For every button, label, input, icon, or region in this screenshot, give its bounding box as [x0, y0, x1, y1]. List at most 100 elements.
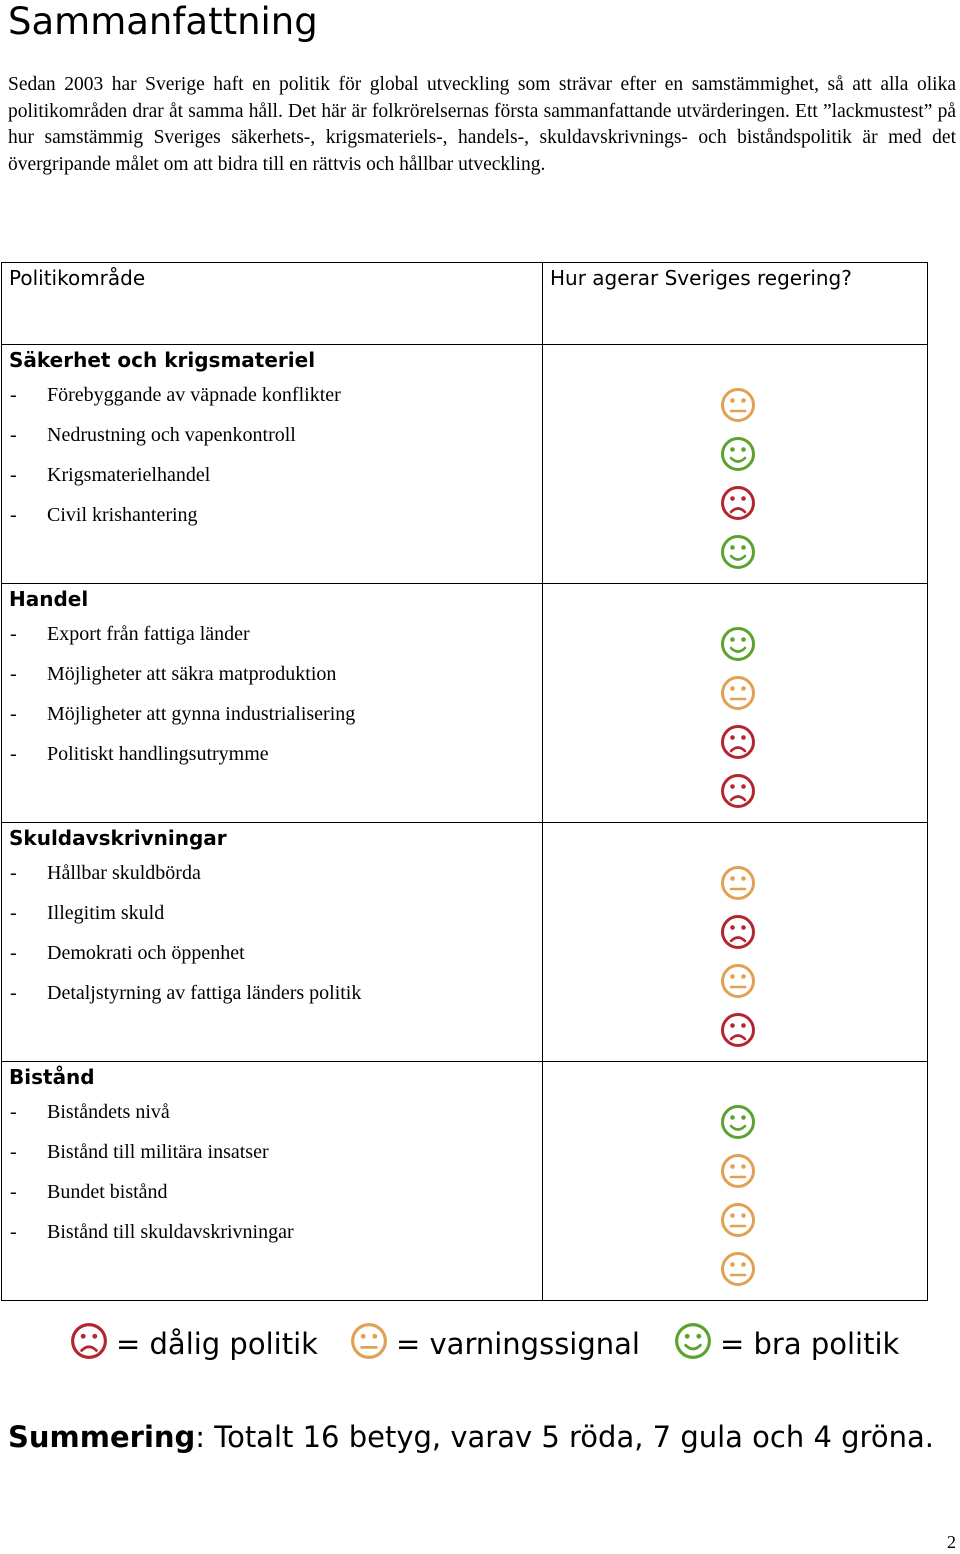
table-section-row: Bistånd - Biståndets nivå - Bistånd till mil…	[1, 1061, 928, 1301]
rating-cell	[542, 583, 928, 823]
list-item-label: Detaljstyrning av fattiga länders politi…	[47, 982, 362, 1004]
section-title: Skuldavskrivningar	[9, 826, 227, 850]
sad-face-icon	[720, 724, 756, 760]
policy-area-cell: Handel - Export från fattiga länder - Möjlig…	[1, 583, 543, 823]
sad-face-icon	[720, 773, 756, 809]
smiley-face-icon	[720, 534, 756, 570]
list-item: - Politiskt handlingsutrymme	[2, 741, 542, 781]
sad-face-icon	[720, 1012, 756, 1048]
list-item-label: Bistånd till skuldavskrivningar	[47, 1221, 294, 1243]
list-item: - Hållbar skuldbörda	[2, 860, 542, 900]
col-header-policy-area: Politikområde	[1, 262, 543, 345]
list-item-label: Biståndets nivå	[47, 1101, 170, 1123]
list-item-label: Bundet bistånd	[47, 1181, 168, 1203]
neutral-face-icon	[720, 1153, 756, 1189]
list-dash: -	[10, 703, 17, 725]
list-item-label: Förebyggande av väpnade konflikter	[47, 384, 341, 406]
list-item: - Export från fattiga länder	[2, 621, 542, 661]
intro-paragraph: Sedan 2003 har Sverige haft en politik f…	[8, 74, 956, 175]
rating-cell	[542, 344, 928, 584]
rating-list	[543, 584, 927, 809]
list-dash: -	[10, 743, 17, 765]
policy-item-list: - Förebyggande av väpnade konflikter - Nedr…	[2, 382, 542, 542]
neutral-face-icon	[350, 1322, 388, 1360]
smiley-face-icon	[720, 1104, 756, 1140]
sad-face-icon	[720, 914, 756, 950]
neutral-face-icon	[720, 1202, 756, 1238]
table-section-row: Skuldavskrivningar - Hållbar skuldbörda - Il…	[1, 822, 928, 1062]
smiley-face-icon	[720, 626, 756, 662]
list-item: - Demokrati och öppenhet	[2, 940, 542, 980]
rating-list	[543, 345, 927, 570]
policy-area-cell: Skuldavskrivningar - Hållbar skuldbörda - Il…	[1, 822, 543, 1062]
list-item: - Möjligheter att gynna industrialisering	[2, 701, 542, 741]
list-item: - Bistånd till militära insatser	[2, 1139, 542, 1179]
list-item-label: Möjligheter att gynna industrialisering	[47, 703, 356, 725]
list-dash: -	[10, 942, 17, 964]
list-item-label: Krigsmaterielhandel	[47, 464, 211, 486]
sad-face-icon	[70, 1322, 108, 1360]
rating-list	[543, 1062, 927, 1287]
list-item: - Förebyggande av väpnade konflikter	[2, 382, 542, 422]
legend-label-yellow: = varningssignal	[396, 1327, 640, 1361]
neutral-face-icon	[720, 963, 756, 999]
summary-text: : Totalt 16 betyg, varav 5 röda, 7 gula …	[195, 1420, 934, 1454]
smiley-face-icon	[720, 436, 756, 472]
rating-list	[543, 823, 927, 1048]
list-dash: -	[10, 862, 17, 884]
list-dash: -	[10, 424, 17, 446]
neutral-face-icon	[720, 1251, 756, 1287]
summary-label: Summering	[8, 1420, 196, 1454]
list-dash: -	[10, 982, 17, 1004]
sad-face-icon	[720, 485, 756, 521]
policy-item-list: - Biståndets nivå - Bistånd till militära i…	[2, 1099, 542, 1259]
list-item: - Illegitim skuld	[2, 900, 542, 940]
section-title: Handel	[9, 587, 89, 611]
list-dash: -	[10, 1181, 17, 1203]
policy-item-list: - Export från fattiga länder - Möjligheter …	[2, 621, 542, 781]
list-dash: -	[10, 384, 17, 406]
list-dash: -	[10, 1141, 17, 1163]
list-dash: -	[10, 663, 17, 685]
list-dash: -	[10, 902, 17, 924]
list-item-label: Möjligheter att säkra matproduktion	[47, 663, 337, 685]
rating-legend: = dålig politik = varningssignal = bra p…	[70, 1320, 930, 1370]
list-item-label: Hållbar skuldbörda	[47, 862, 201, 884]
table-section-row: Säkerhet och krigsmateriel - Förebyggande …	[1, 344, 928, 584]
list-item: - Krigsmaterielhandel	[2, 462, 542, 502]
list-item-label: Demokrati och öppenhet	[47, 942, 245, 964]
policy-item-list: - Hållbar skuldbörda - Illegitim skuld - Demo…	[2, 860, 542, 1020]
neutral-face-icon	[720, 675, 756, 711]
smiley-face-icon	[674, 1322, 712, 1360]
list-item: - Civil krishantering	[2, 502, 542, 542]
list-dash: -	[10, 1221, 17, 1243]
section-title: Säkerhet och krigsmateriel	[9, 348, 316, 372]
list-dash: -	[10, 504, 17, 526]
rating-cell	[542, 822, 928, 1062]
col-header-government: Hur agerar Sveriges regering?	[542, 262, 928, 345]
neutral-face-icon	[720, 865, 756, 901]
list-item-label: Export från fattiga länder	[47, 623, 250, 645]
legend-label-red: = dålig politik	[116, 1327, 318, 1361]
policy-area-cell: Bistånd - Biståndets nivå - Bistånd till mil…	[1, 1061, 543, 1301]
list-item-label: Illegitim skuld	[47, 902, 165, 924]
col-header-policy-area-label: Politikområde	[9, 266, 146, 290]
table-header-row: Politikområde Hur agerar Sveriges regeri…	[1, 262, 928, 345]
list-item-label: Civil krishantering	[47, 504, 198, 526]
rating-cell	[542, 1061, 928, 1301]
section-title: Bistånd	[9, 1065, 95, 1089]
legend-label-green: = bra politik	[720, 1327, 900, 1361]
list-dash: -	[10, 623, 17, 645]
summary-line: Summering: Totalt 16 betyg, varav 5 röda…	[8, 1417, 934, 1457]
col-header-government-label: Hur agerar Sveriges regering?	[550, 266, 852, 290]
list-item-label: Nedrustning och vapenkontroll	[47, 424, 296, 446]
policy-area-cell: Säkerhet och krigsmateriel - Förebyggande …	[1, 344, 543, 584]
list-item-label: Bistånd till militära insatser	[47, 1141, 269, 1163]
list-item: - Bistånd till skuldavskrivningar	[2, 1219, 542, 1259]
page-number: 2	[947, 1532, 956, 1552]
neutral-face-icon	[720, 387, 756, 423]
list-item: - Detaljstyrning av fattiga länders polit…	[2, 980, 542, 1020]
list-item: - Bundet bistånd	[2, 1179, 542, 1219]
list-dash: -	[10, 1101, 17, 1123]
list-dash: -	[10, 464, 17, 486]
